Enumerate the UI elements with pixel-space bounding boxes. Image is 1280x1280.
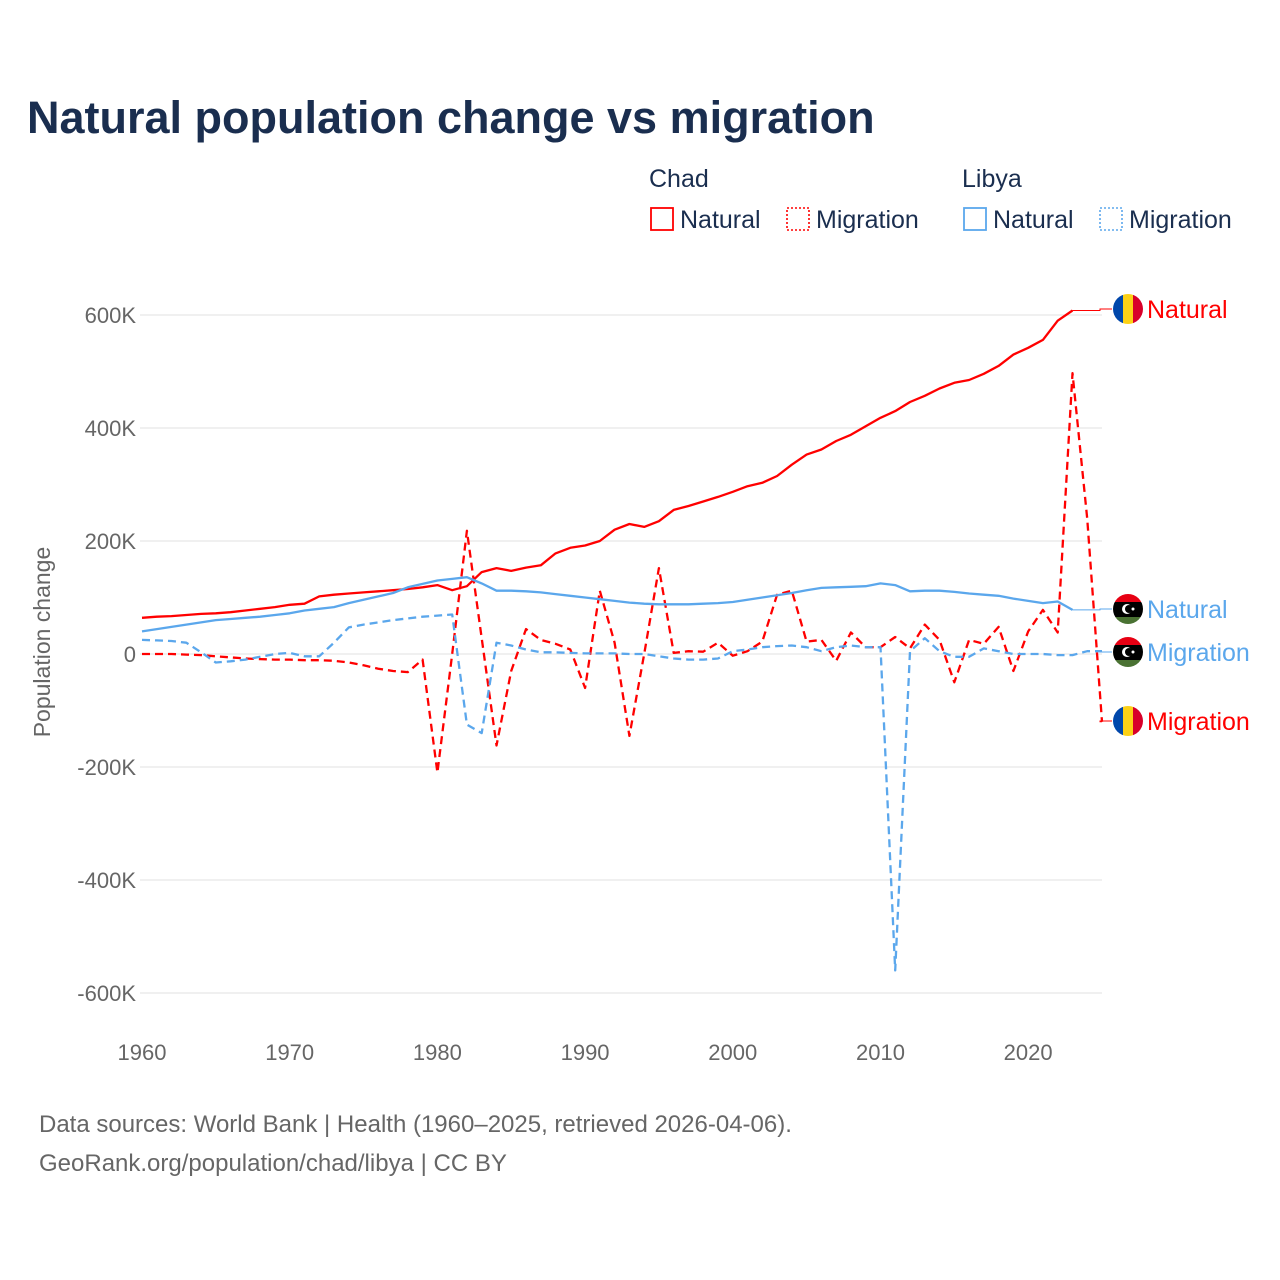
legend-swatch-libya-natural: [963, 207, 987, 231]
end-label-libya-migration: Migration: [1147, 639, 1250, 667]
end-label-connector: [1099, 650, 1112, 653]
series-line-libya-natural: [141, 576, 1074, 633]
x-tick-label: 2010: [856, 1040, 905, 1065]
chart-title: Natural population change vs migration: [27, 92, 875, 143]
legend-swatch-libya-migration: [1099, 207, 1123, 231]
end-label-chad-natural: Natural: [1147, 296, 1228, 324]
legend: Chad Natural Migration Libya Natural Mig…: [649, 165, 1232, 234]
end-label-chad-migration: Migration: [1147, 708, 1250, 736]
y-tick-label: 400K: [85, 416, 137, 441]
y-axis-label: Population change: [29, 547, 55, 738]
y-tick-label: -600K: [77, 981, 136, 1006]
legend-item-libya-natural[interactable]: Natural: [993, 206, 1074, 234]
x-tick-label: 1980: [413, 1040, 462, 1065]
x-tick-label: 1970: [265, 1040, 314, 1065]
end-labels: Natural Migration Natural Migration: [1072, 294, 1250, 736]
x-axis: 1960 1970 1980 1990 2000 2010 2020: [118, 1040, 1053, 1065]
y-axis: 600K 400K 200K 0 -200K -400K -600K: [77, 303, 136, 1006]
legend-item-libya-migration[interactable]: Migration: [1129, 206, 1232, 234]
legend-item-chad-natural[interactable]: Natural: [680, 206, 761, 234]
end-label-libya-natural: Natural: [1147, 596, 1228, 624]
end-label-connector: [1072, 608, 1112, 611]
chad-flag-icon: [1113, 294, 1143, 324]
x-tick-label: 1990: [561, 1040, 610, 1065]
y-tick-label: -400K: [77, 868, 136, 893]
y-tick-label: 600K: [85, 303, 137, 328]
series-line-libya-migration: [141, 613, 1102, 972]
libya-flag-icon: [1113, 637, 1143, 667]
x-tick-label: 2020: [1004, 1040, 1053, 1065]
legend-group-libya: Libya: [962, 165, 1022, 193]
grid: [140, 314, 1102, 994]
series-lines: [141, 309, 1104, 972]
legend-swatch-chad-natural: [650, 207, 674, 231]
y-tick-label: 200K: [85, 529, 137, 554]
y-tick-label: -200K: [77, 755, 136, 780]
libya-flag-icon: [1113, 594, 1143, 624]
source-line-2[interactable]: GeoRank.org/population/chad/libya | CC B…: [39, 1150, 507, 1177]
series-line-chad-natural: [141, 309, 1074, 619]
series-line-chad-migration: [142, 372, 1104, 774]
end-label-connector: [1072, 308, 1112, 311]
end-label-connector: [1099, 720, 1112, 723]
legend-swatch-chad-migration: [786, 207, 810, 231]
x-tick-label: 2000: [708, 1040, 757, 1065]
chad-flag-icon: [1113, 706, 1143, 736]
source-line-1: Data sources: World Bank | Health (1960–…: [39, 1111, 792, 1138]
x-tick-label: 1960: [118, 1040, 167, 1065]
legend-group-chad: Chad: [649, 165, 709, 193]
legend-item-chad-migration[interactable]: Migration: [816, 206, 919, 234]
y-tick-label: 0: [124, 642, 136, 667]
